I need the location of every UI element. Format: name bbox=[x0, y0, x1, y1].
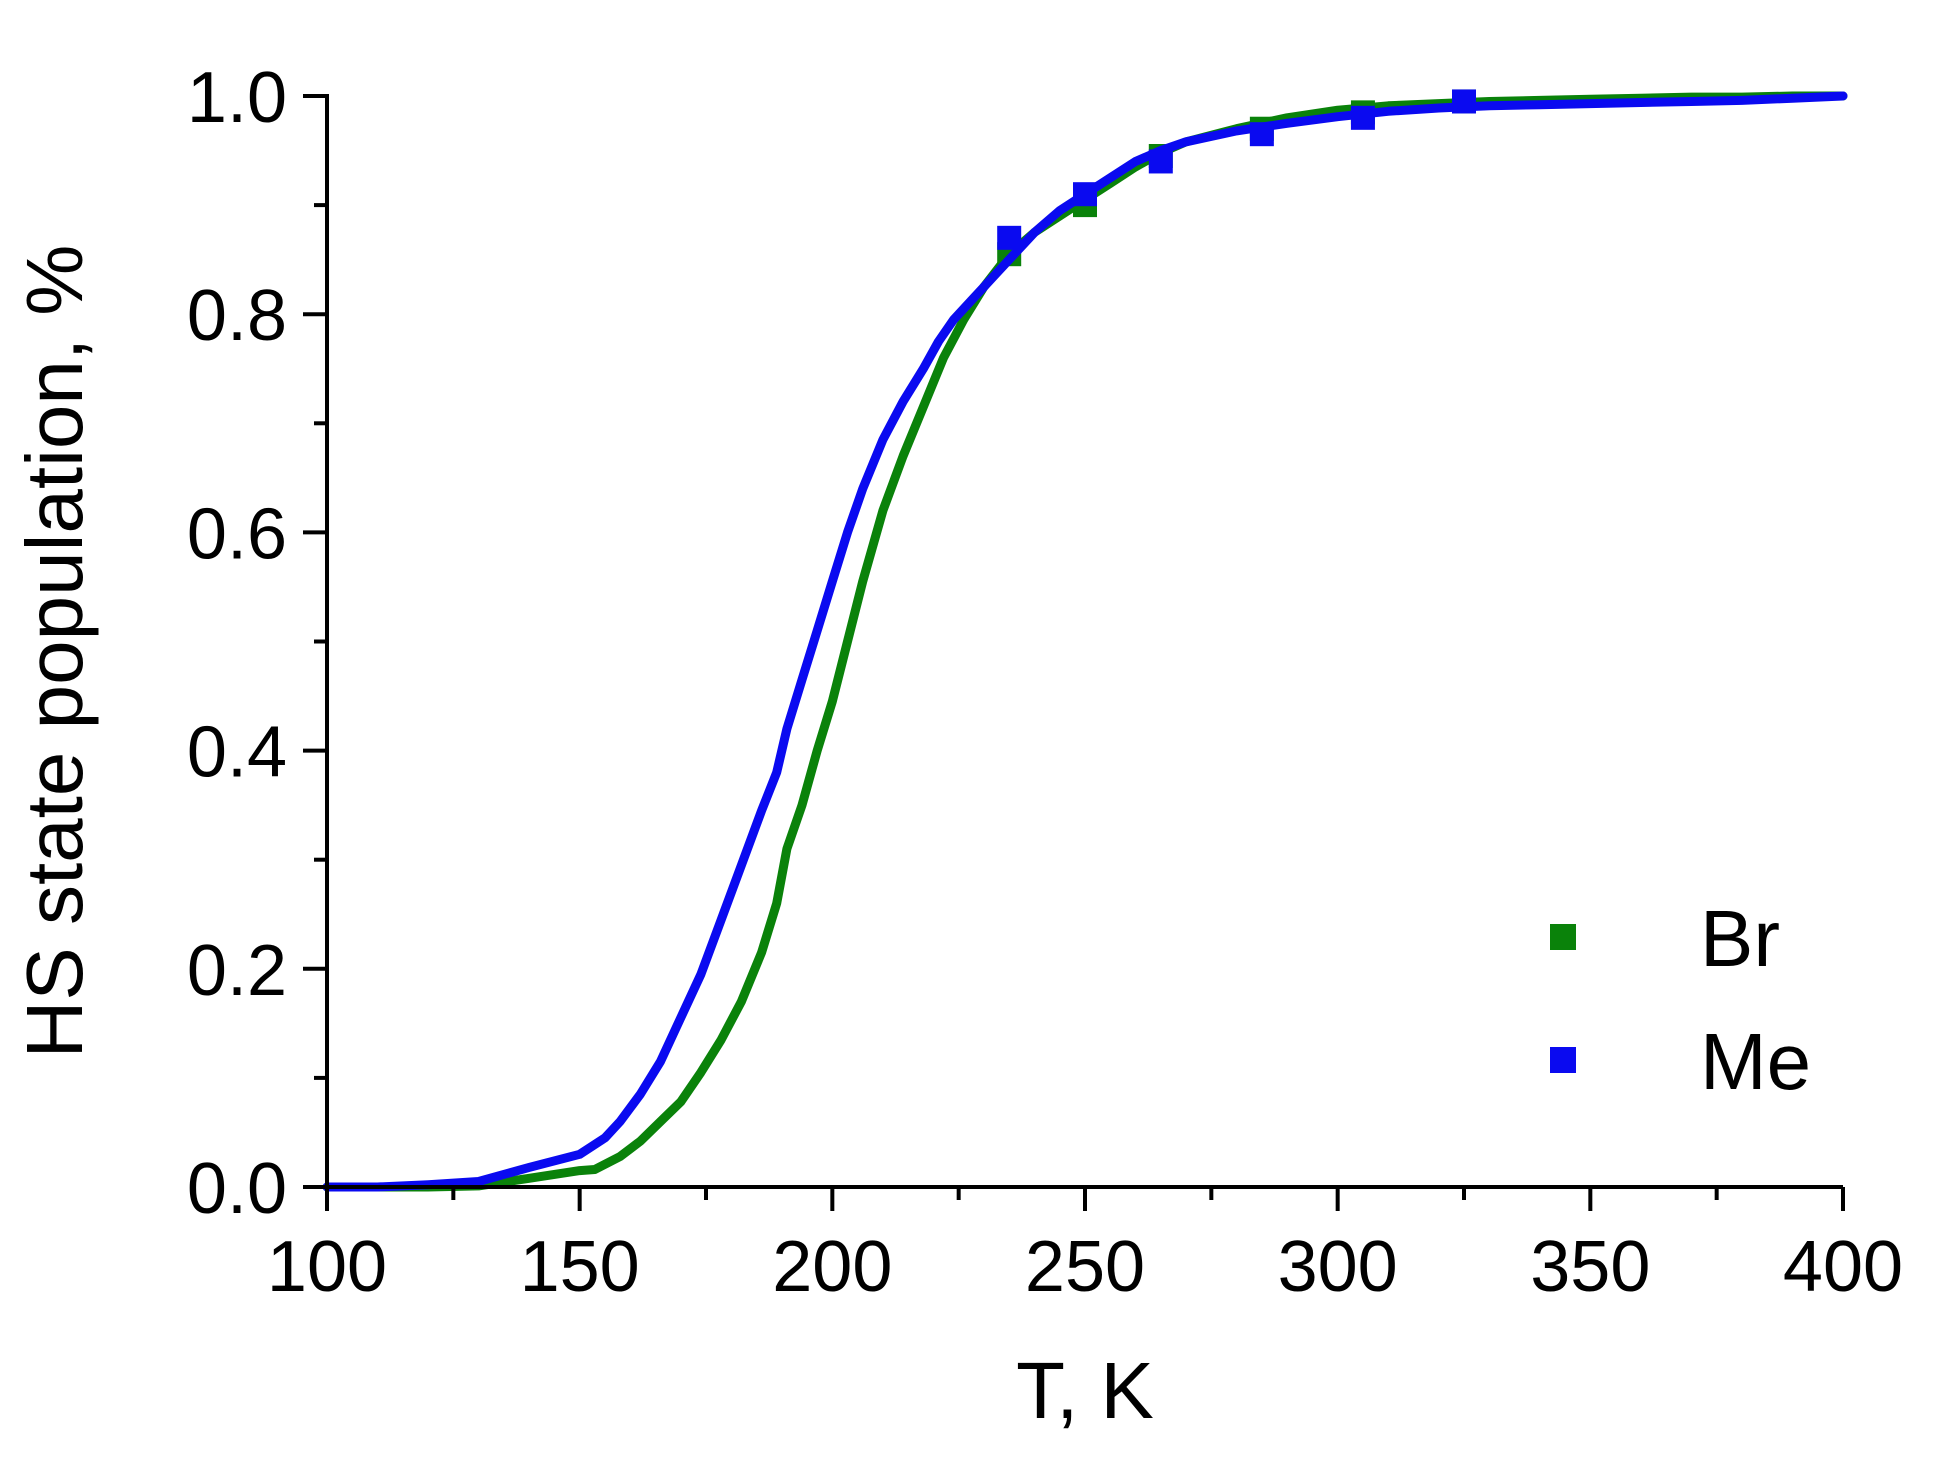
legend-swatch-br bbox=[1550, 924, 1576, 950]
series-layer bbox=[322, 89, 1848, 1192]
data-point-me bbox=[1073, 182, 1097, 207]
data-point-me bbox=[997, 225, 1022, 250]
data-point-me bbox=[1148, 149, 1173, 174]
y-tick-label: 0.6 bbox=[187, 494, 287, 574]
legend: Br Me bbox=[1550, 894, 1811, 1106]
x-axis-title: T, K bbox=[1016, 1346, 1154, 1435]
series-br bbox=[322, 89, 1848, 1192]
y-tick-label: 0.4 bbox=[187, 713, 287, 793]
data-point-me bbox=[1350, 105, 1375, 130]
y-tick-label: 0.0 bbox=[187, 1149, 287, 1229]
y-tick-label: 0.2 bbox=[187, 931, 287, 1011]
tick-labels-layer: 100 150 200 250 300 350 400 0.0 0.2 0.4 0.6 0.8 1.0 bbox=[187, 58, 1903, 1307]
y-axis-title: HS state population, % bbox=[10, 245, 99, 1059]
x-tick-label: 200 bbox=[772, 1227, 892, 1307]
data-point-me bbox=[1452, 89, 1476, 114]
series-line-me bbox=[322, 91, 1848, 1192]
y-tick-label: 0.8 bbox=[187, 276, 287, 356]
data-point-me bbox=[1249, 122, 1274, 147]
legend-swatch-me bbox=[1550, 1047, 1576, 1073]
x-tick-label: 300 bbox=[1278, 1227, 1398, 1307]
axes-layer bbox=[325, 94, 1843, 1189]
series-line-br bbox=[322, 91, 1848, 1192]
x-tick-label: 100 bbox=[267, 1227, 387, 1307]
series-me bbox=[322, 89, 1848, 1192]
x-tick-label: 150 bbox=[520, 1227, 640, 1307]
x-tick-label: 250 bbox=[1025, 1227, 1145, 1307]
x-tick-label: 400 bbox=[1783, 1227, 1903, 1307]
legend-label-br: Br bbox=[1700, 894, 1780, 983]
y-tick-label: 1.0 bbox=[187, 58, 287, 138]
ticks-layer bbox=[303, 94, 1845, 1211]
x-tick-label: 350 bbox=[1530, 1227, 1650, 1307]
legend-label-me: Me bbox=[1700, 1017, 1811, 1106]
